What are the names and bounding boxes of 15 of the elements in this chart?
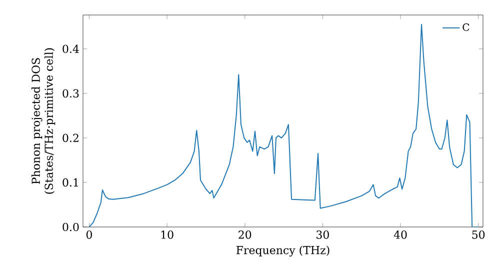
y-axis-title: Phonon projected DOS (States/THz·primitive cell) bbox=[31, 48, 56, 194]
x-axis-title: Frequency (THz) bbox=[236, 246, 330, 257]
y-tick-label: 0.1 bbox=[62, 178, 78, 187]
x-tick-label: 20 bbox=[238, 230, 252, 239]
x-tick-label: 40 bbox=[394, 230, 407, 239]
y-tick-label: 0.0 bbox=[62, 222, 79, 232]
legend-label: C bbox=[462, 23, 470, 31]
y-tick-label: 0.3 bbox=[62, 89, 79, 98]
y-tick-label: 0.4 bbox=[62, 44, 79, 54]
x-tick-label: 10 bbox=[161, 230, 174, 239]
x-tick-label: 50 bbox=[472, 230, 485, 239]
line-series bbox=[88, 24, 479, 227]
y-tick-label: 0.2 bbox=[62, 134, 78, 142]
x-tick-label: 0 bbox=[86, 230, 92, 239]
x-tick-label: 30 bbox=[316, 230, 329, 239]
